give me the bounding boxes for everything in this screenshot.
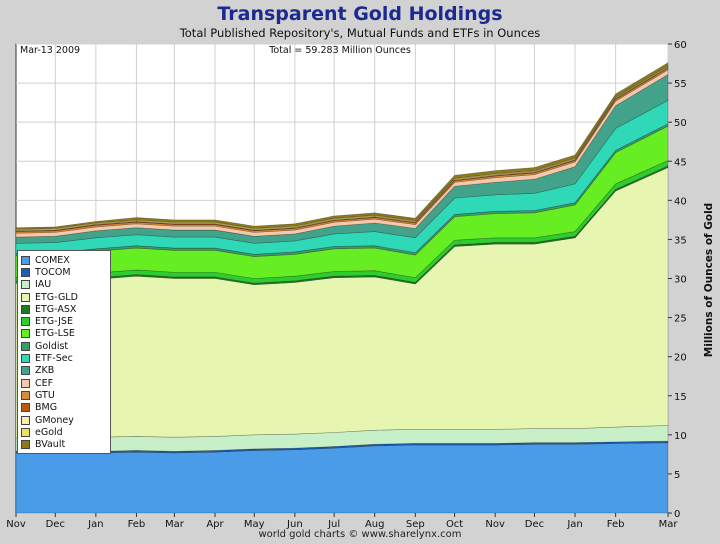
y-tick-label: 40 (674, 196, 687, 207)
legend-label: BVault (35, 439, 66, 451)
legend-swatch (21, 341, 30, 351)
series-area-comex (15, 442, 669, 514)
legend-swatch (21, 255, 30, 265)
legend-label: ETG-JSE (35, 316, 73, 328)
axes: 0 5 10 15 20 25 30 35 40 45 50 55 60 Nov Dec Jan Feb Mar A… (6, 40, 687, 530)
x-tick-label: Nov (485, 519, 505, 530)
y-tick-label: 30 (674, 275, 687, 286)
x-tick-label: Dec (525, 519, 544, 530)
legend-swatch (21, 366, 30, 376)
chart-credit: world gold charts © www.sharelynx.com (258, 529, 462, 540)
legend-item: Goldist (21, 340, 108, 352)
legend-swatch (21, 354, 30, 364)
y-axis-label: Millions of Ounces of Gold (703, 203, 715, 357)
legend-item: BVault (21, 438, 108, 450)
total-label: Total = 59.283 Million Ounces (268, 45, 411, 56)
legend-item: CEF (21, 377, 108, 389)
y-tick-label: 35 (674, 235, 687, 246)
x-tick-label: Feb (607, 519, 625, 530)
legend-swatch (21, 390, 30, 400)
legend-item: ETG-LSE (21, 328, 108, 340)
legend-swatch (21, 415, 30, 425)
y-tick-label: 5 (674, 470, 680, 481)
legend-label: ETG-ASX (35, 303, 77, 315)
series-area-bmg (15, 66, 669, 232)
legend-label: Goldist (35, 340, 69, 352)
legend-swatch (21, 427, 30, 437)
x-tick-label: Feb (128, 519, 146, 530)
legend-item: ETG-JSE (21, 315, 108, 327)
chart-title: Transparent Gold Holdings (217, 3, 503, 25)
legend-swatch (21, 317, 30, 327)
x-tick-label: Mar (659, 519, 679, 530)
x-tick-label: Jan (566, 519, 582, 530)
x-tick-label: Apr (206, 519, 224, 530)
x-tick-label: Mar (165, 519, 185, 530)
legend-swatch (21, 329, 30, 339)
series-area-gmoney (15, 66, 669, 232)
legend-swatch (21, 267, 30, 277)
y-tick-label: 55 (674, 79, 687, 90)
legend-item: IAU (21, 279, 108, 291)
legend-item: BMG (21, 402, 108, 414)
x-tick-label: May (244, 519, 265, 530)
legend-swatch (21, 378, 30, 388)
series-area-iau (15, 425, 669, 452)
legend-label: IAU (35, 279, 52, 291)
legend-item: eGold (21, 426, 108, 438)
chart-subtitle: Total Published Repository's, Mutual Fun… (179, 26, 541, 40)
stacked-areas (15, 62, 669, 514)
legend-label: TOCOM (35, 266, 71, 278)
legend-item: COMEX (21, 254, 108, 266)
series-area-tocom (15, 440, 669, 454)
legend-swatch (21, 292, 30, 302)
legend-item: GTU (21, 389, 108, 401)
series-area-gtu (15, 67, 669, 234)
legend-label: GMoney (35, 414, 74, 426)
x-tick-label: Nov (6, 519, 26, 530)
legend-swatch (21, 304, 30, 314)
legend-item: ETG-ASX (21, 303, 108, 315)
legend-swatch (21, 403, 30, 413)
legend-item: ZKB (21, 365, 108, 377)
series-area-egold (15, 65, 669, 231)
legend-label: ETF-Sec (35, 353, 73, 365)
legend-item: ETF-Sec (21, 352, 108, 364)
y-tick-label: 10 (674, 431, 687, 442)
legend-item: GMoney (21, 414, 108, 426)
series-area-zkb (15, 73, 669, 244)
x-tick-label: Oct (446, 519, 463, 530)
legend-label: ETG-LSE (35, 328, 75, 340)
legend-label: BMG (35, 402, 58, 414)
y-tick-label: 60 (674, 40, 687, 51)
legend-label: COMEX (35, 254, 70, 266)
legend-label: CEF (35, 377, 54, 389)
y-tick-label: 15 (674, 392, 687, 403)
y-tick-label: 45 (674, 157, 687, 168)
legend-label: eGold (35, 426, 63, 438)
x-tick-label: Jul (327, 519, 340, 530)
x-tick-label: Jan (87, 519, 103, 530)
date-label: Mar-13 2009 (20, 45, 80, 56)
legend-swatch (21, 280, 30, 290)
series-area-bvault (15, 62, 669, 230)
x-tick-label: Jun (286, 519, 303, 530)
y-tick-label: 50 (674, 118, 687, 129)
legend-label: ZKB (35, 365, 55, 377)
legend-item: TOCOM (21, 266, 108, 278)
legend-swatch (21, 440, 30, 450)
x-tick-label: Dec (46, 519, 65, 530)
x-tick-label: Sep (406, 519, 425, 530)
y-tick-label: 0 (674, 509, 680, 520)
legend-label: ETG-GLD (35, 291, 78, 303)
chart-legend: COMEX TOCOM IAU ETG-GLD ETG-ASX ETG-JSE ETG-LS… (17, 250, 111, 454)
legend-label: GTU (35, 389, 55, 401)
y-tick-label: 20 (674, 353, 687, 364)
y-tick-label: 25 (674, 314, 687, 325)
x-tick-label: Aug (365, 519, 385, 530)
legend-item: ETG-GLD (21, 291, 108, 303)
